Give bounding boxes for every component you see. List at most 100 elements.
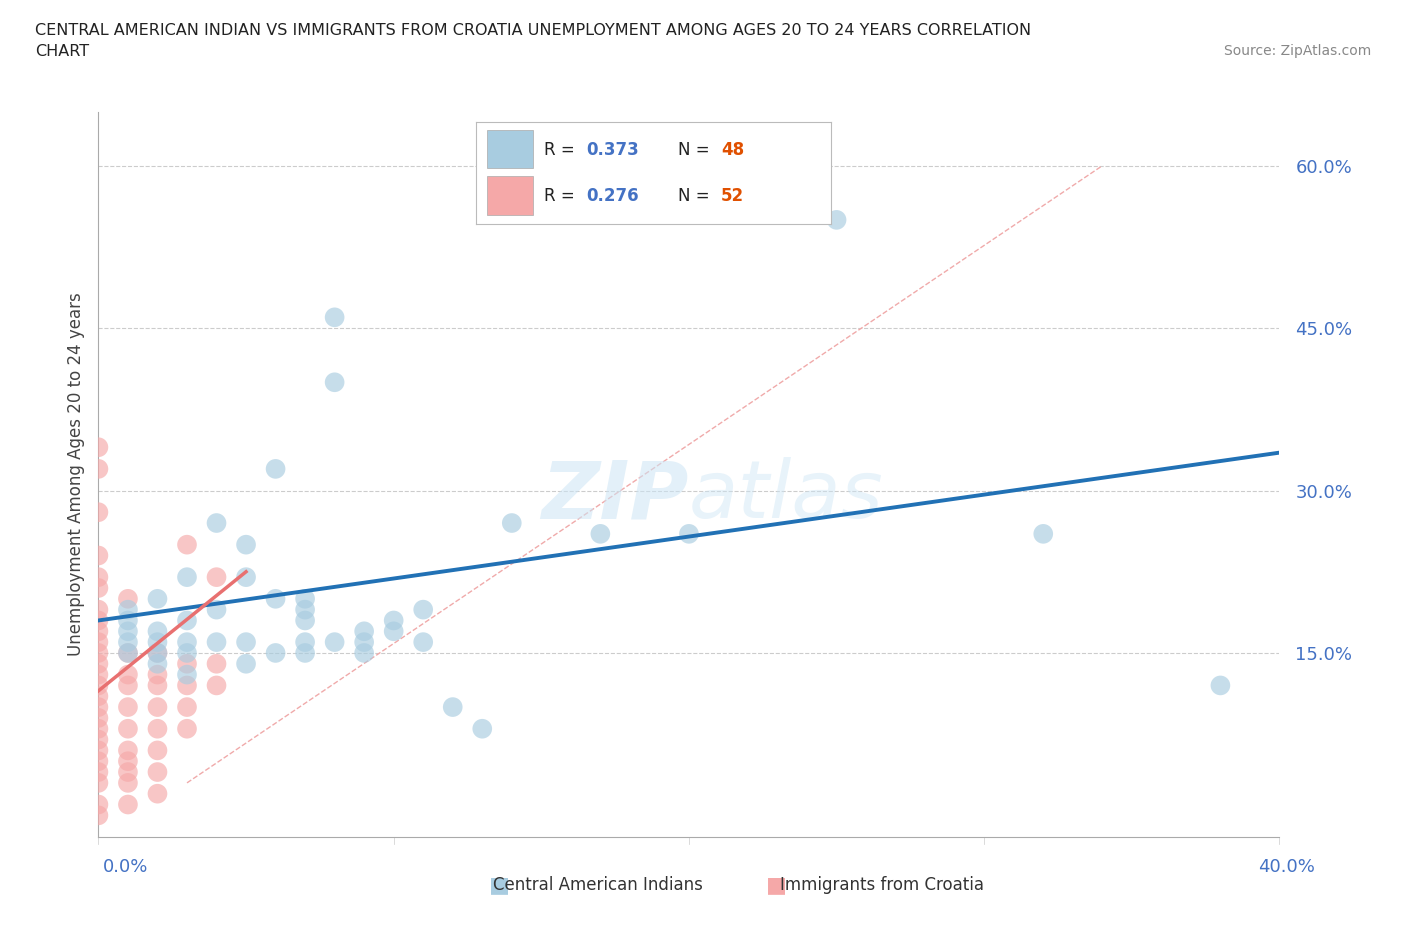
Point	[87, 722, 110, 737]
Point	[146, 634, 169, 649]
Point	[176, 570, 198, 585]
Point	[117, 764, 139, 779]
Point	[117, 722, 139, 737]
Text: 0.0%: 0.0%	[103, 857, 148, 876]
Point	[87, 624, 110, 639]
Point	[87, 711, 110, 725]
Point	[87, 754, 110, 769]
Point	[87, 570, 110, 585]
Y-axis label: Unemployment Among Ages 20 to 24 years: Unemployment Among Ages 20 to 24 years	[66, 292, 84, 657]
Text: Immigrants from Croatia: Immigrants from Croatia	[779, 876, 984, 895]
Point	[264, 645, 287, 660]
Point	[176, 645, 198, 660]
Point	[87, 548, 110, 563]
Point	[117, 645, 139, 660]
Point	[146, 699, 169, 714]
Point	[87, 797, 110, 812]
Point	[294, 613, 316, 628]
Point	[323, 375, 346, 390]
Point	[235, 570, 257, 585]
Point	[117, 591, 139, 606]
Point	[412, 634, 434, 649]
Point	[176, 657, 198, 671]
Point	[146, 667, 169, 682]
Point	[87, 580, 110, 595]
Point	[146, 657, 169, 671]
Point	[235, 657, 257, 671]
Point	[117, 699, 139, 714]
Point	[235, 538, 257, 552]
Text: ■: ■	[766, 875, 786, 896]
Point	[146, 764, 169, 779]
Point	[176, 538, 198, 552]
Point	[117, 743, 139, 758]
Point	[176, 667, 198, 682]
Point	[205, 657, 228, 671]
Point	[441, 699, 464, 714]
Point	[353, 634, 375, 649]
Point	[117, 776, 139, 790]
Point	[146, 645, 169, 660]
Point	[176, 699, 198, 714]
Point	[176, 613, 198, 628]
Point	[117, 603, 139, 618]
Text: atlas: atlas	[689, 457, 884, 535]
Point	[87, 732, 110, 747]
Point	[1032, 526, 1054, 541]
Point	[87, 776, 110, 790]
Point	[117, 634, 139, 649]
Point	[87, 764, 110, 779]
Point	[205, 634, 228, 649]
Point	[589, 526, 612, 541]
Point	[176, 678, 198, 693]
Point	[471, 722, 494, 737]
Point	[825, 212, 848, 227]
Point	[146, 722, 169, 737]
Point	[146, 786, 169, 801]
Point	[264, 461, 287, 476]
Point	[87, 613, 110, 628]
Point	[87, 743, 110, 758]
Point	[117, 613, 139, 628]
Text: Source: ZipAtlas.com: Source: ZipAtlas.com	[1223, 44, 1371, 58]
Point	[353, 624, 375, 639]
Point	[294, 591, 316, 606]
Point	[382, 624, 405, 639]
Point	[146, 645, 169, 660]
Text: CHART: CHART	[35, 44, 89, 59]
Point	[87, 808, 110, 823]
Point	[176, 634, 198, 649]
Point	[205, 570, 228, 585]
Point	[146, 624, 169, 639]
Point	[87, 461, 110, 476]
Point	[678, 526, 700, 541]
Point	[117, 667, 139, 682]
Point	[146, 743, 169, 758]
Point	[87, 634, 110, 649]
Point	[382, 613, 405, 628]
Point	[146, 591, 169, 606]
Text: ■: ■	[489, 875, 509, 896]
Point	[87, 603, 110, 618]
Point	[205, 515, 228, 530]
Point	[1209, 678, 1232, 693]
Point	[501, 515, 523, 530]
Point	[117, 678, 139, 693]
Text: Central American Indians: Central American Indians	[492, 876, 703, 895]
Point	[294, 634, 316, 649]
Point	[87, 505, 110, 520]
Point	[294, 603, 316, 618]
Text: ZIP: ZIP	[541, 457, 689, 535]
Point	[205, 678, 228, 693]
Point	[87, 440, 110, 455]
Point	[146, 678, 169, 693]
Point	[87, 667, 110, 682]
Point	[117, 797, 139, 812]
Point	[87, 657, 110, 671]
Text: 40.0%: 40.0%	[1258, 857, 1315, 876]
Point	[117, 645, 139, 660]
Text: CENTRAL AMERICAN INDIAN VS IMMIGRANTS FROM CROATIA UNEMPLOYMENT AMONG AGES 20 TO: CENTRAL AMERICAN INDIAN VS IMMIGRANTS FR…	[35, 23, 1031, 38]
Point	[87, 645, 110, 660]
Point	[353, 645, 375, 660]
Point	[205, 603, 228, 618]
